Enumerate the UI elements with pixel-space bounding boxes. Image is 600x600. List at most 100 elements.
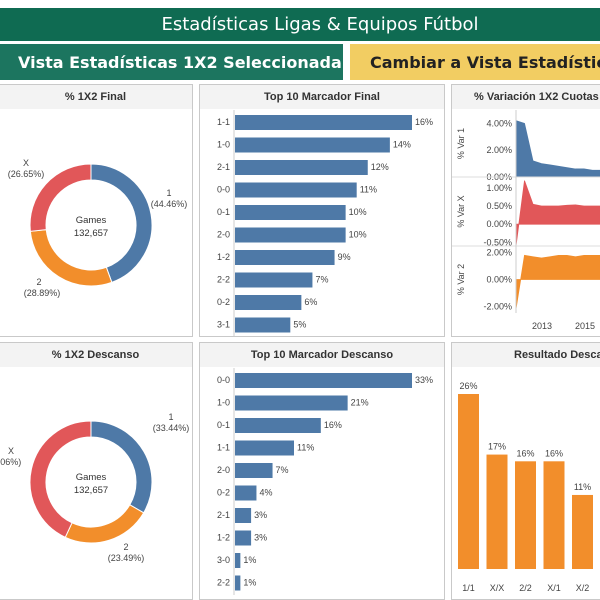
top10-final-tick-label: 1-2 — [217, 252, 230, 262]
top10-halftime-tick-label: 2-1 — [217, 510, 230, 520]
variation-y-tick: 0.00% — [486, 219, 512, 229]
top10-halftime-panel: Top 10 Marcador Descanso 0-0 33% 1-0 21% 0-1… — [199, 342, 445, 600]
variation-y-tick: 1.00% — [486, 183, 512, 193]
top10-halftime-tick-label: 1-0 — [217, 398, 230, 408]
top10-halftime-data-label: 7% — [276, 465, 289, 475]
top10-halftime-bar — [235, 373, 412, 388]
top10-halftime-tick-label: 2-0 — [217, 465, 230, 475]
variation-var-1-area — [515, 120, 600, 178]
top10-final-title: Top 10 Marcador Final — [200, 85, 444, 109]
halftime-1x2-slice-name: X — [8, 446, 14, 456]
result-halftime-bar — [486, 454, 508, 569]
top10-halftime-data-label: 3% — [254, 510, 267, 520]
top10-halftime-tick-label: 0-1 — [217, 420, 230, 430]
variation-x-tick: 2013 — [532, 321, 552, 331]
top10-halftime-bar — [235, 575, 241, 591]
dashboard-title: Estadísticas Ligas & Equipos Fútbol — [161, 14, 479, 35]
final-1x2-donut: 1(44.46%) 2(28.89%) X(26.65%) Games 132,657 — [8, 158, 188, 298]
top10-final-tick-label: 0-1 — [217, 207, 230, 217]
final-1x2-slice-x — [29, 163, 92, 232]
result-halftime-data-label: 17% — [488, 442, 506, 452]
final-1x2-slice-percent: (44.46%) — [151, 199, 188, 209]
result-halftime-data-label: 26% — [459, 381, 477, 391]
variation-y-tick: 0.00% — [486, 275, 512, 285]
top10-final-data-label: 11% — [360, 185, 377, 195]
top10-final-tick-label: 1-1 — [217, 117, 230, 127]
dashboard-header: Estadísticas Ligas & Equipos Fútbol — [0, 8, 600, 41]
top10-final-bar — [235, 272, 313, 288]
variation-y-tick: 2.00% — [486, 248, 512, 258]
top10-halftime-data-label: 3% — [254, 533, 267, 543]
halftime-1x2-slice-name: 1 — [168, 412, 173, 422]
top10-final-bar — [235, 227, 346, 243]
top10-final-data-label: 5% — [293, 320, 306, 330]
top10-halftime-tick-label: 2-2 — [217, 578, 230, 588]
top10-final-tick-label: 2-1 — [217, 162, 230, 172]
top10-final-data-label: 9% — [338, 252, 351, 262]
variation-y-tick: 4.00% — [486, 118, 512, 128]
top10-final-data-label: 12% — [371, 162, 389, 172]
result-halftime-tick-label: X/X — [490, 583, 505, 593]
variation-odds-panel: % Variación 1X2 Cuotas % Var 1 4.00% 2.00%… — [451, 84, 600, 337]
variation-odds-title: % Variación 1X2 Cuotas — [452, 85, 600, 109]
top10-halftime-data-label: 33% — [415, 375, 433, 385]
top10-final-data-label: 10% — [349, 230, 367, 240]
top10-final-tick-label: 0-2 — [217, 297, 230, 307]
result-halftime-tick-label: 1/1 — [462, 583, 475, 593]
top10-final-bar — [235, 160, 368, 175]
variation-axis-label: % Var 2 — [456, 264, 466, 295]
final-1x2-slice-name: 2 — [36, 277, 41, 287]
variation-y-tick: 2.00% — [486, 145, 512, 155]
variation-axis-label: % Var 1 — [456, 128, 466, 159]
top10-final-bar — [235, 182, 357, 198]
final-1x2-panel: % 1X2 Final 1 (44.46%) 2 (28.89%) X (26.65%) G… — [0, 84, 193, 337]
top10-halftime-chart: 0-0 33% 1-0 21% 0-1 16% 1-1 11% 2-0 7% 0-2 4% 2-1 3% 1… — [217, 368, 433, 595]
top10-halftime-bar — [235, 485, 257, 501]
top10-halftime-tick-label: 3-0 — [217, 555, 230, 565]
top10-final-data-label: 6% — [304, 297, 317, 307]
result-halftime-tick-label: X/2 — [576, 583, 590, 593]
top10-final-tick-label: 2-2 — [217, 275, 230, 285]
top10-final-tick-label: 0-0 — [217, 185, 230, 195]
top10-final-panel: Top 10 Marcador Final 1-1 16% 1-0 14% 2-1 12%… — [199, 84, 445, 337]
selected-view-button[interactable]: Vista Estadísticas 1X2 Seleccionada — [0, 44, 343, 80]
top10-final-bar — [235, 137, 390, 153]
result-halftime-tick-label: 2/2 — [519, 583, 532, 593]
variation-var-x-area — [515, 180, 600, 247]
top10-halftime-tick-label: 1-2 — [217, 533, 230, 543]
switch-view-label: Cambiar a Vista Estadísticas — [370, 52, 600, 72]
result-halftime-data-label: 16% — [516, 448, 534, 458]
top10-halftime-bar — [235, 553, 241, 568]
final-1x2-slice-name: 1 — [166, 188, 171, 198]
halftime-1x2-slice-x — [29, 420, 92, 538]
result-halftime-panel: Resultado Descanso 26% 1/1 17% X/X 16% 2/2 16%… — [451, 342, 600, 600]
halftime-1x2-title: % 1X2 Descanso — [0, 343, 192, 367]
top10-halftime-data-label: 4% — [259, 488, 272, 498]
selected-view-label: Vista Estadísticas 1X2 Seleccionada — [18, 52, 342, 72]
halftime-1x2-slice-percent: (23.49%) — [108, 553, 145, 563]
variation-var-2-area — [515, 254, 600, 310]
halftime-1x2-slice-name: 2 — [123, 542, 128, 552]
top10-final-bar — [235, 205, 346, 220]
top10-halftime-title: Top 10 Marcador Descanso — [200, 343, 444, 367]
top10-final-tick-label: 2-0 — [217, 230, 230, 240]
halftime-1x2-slice-2 — [64, 504, 145, 544]
result-halftime-bar — [572, 494, 593, 569]
result-halftime-bar — [543, 461, 565, 569]
top10-halftime-data-label: 1% — [243, 578, 256, 588]
top10-halftime-tick-label: 1-1 — [217, 443, 230, 453]
top10-final-data-label: 16% — [415, 117, 433, 127]
variation-y-tick: -2.00% — [483, 301, 512, 311]
variation-y-tick: -0.50% — [483, 237, 512, 247]
top10-final-tick-label: 3-1 — [217, 320, 230, 330]
top10-halftime-data-label: 1% — [243, 555, 256, 565]
halftime-1x2-slice-percent: (33.44%) — [153, 423, 190, 433]
switch-view-button[interactable]: Cambiar a Vista Estadísticas — [350, 44, 600, 80]
variation-x-tick: 2015 — [575, 321, 595, 331]
halftime-1x2-center-label: Games — [76, 472, 107, 483]
result-halftime-bar — [458, 394, 479, 569]
top10-final-data-label: 14% — [393, 140, 411, 150]
final-1x2-slice-percent: (26.65%) — [8, 169, 45, 179]
top10-final-bar — [235, 295, 302, 310]
top10-halftime-data-label: 16% — [324, 420, 342, 430]
